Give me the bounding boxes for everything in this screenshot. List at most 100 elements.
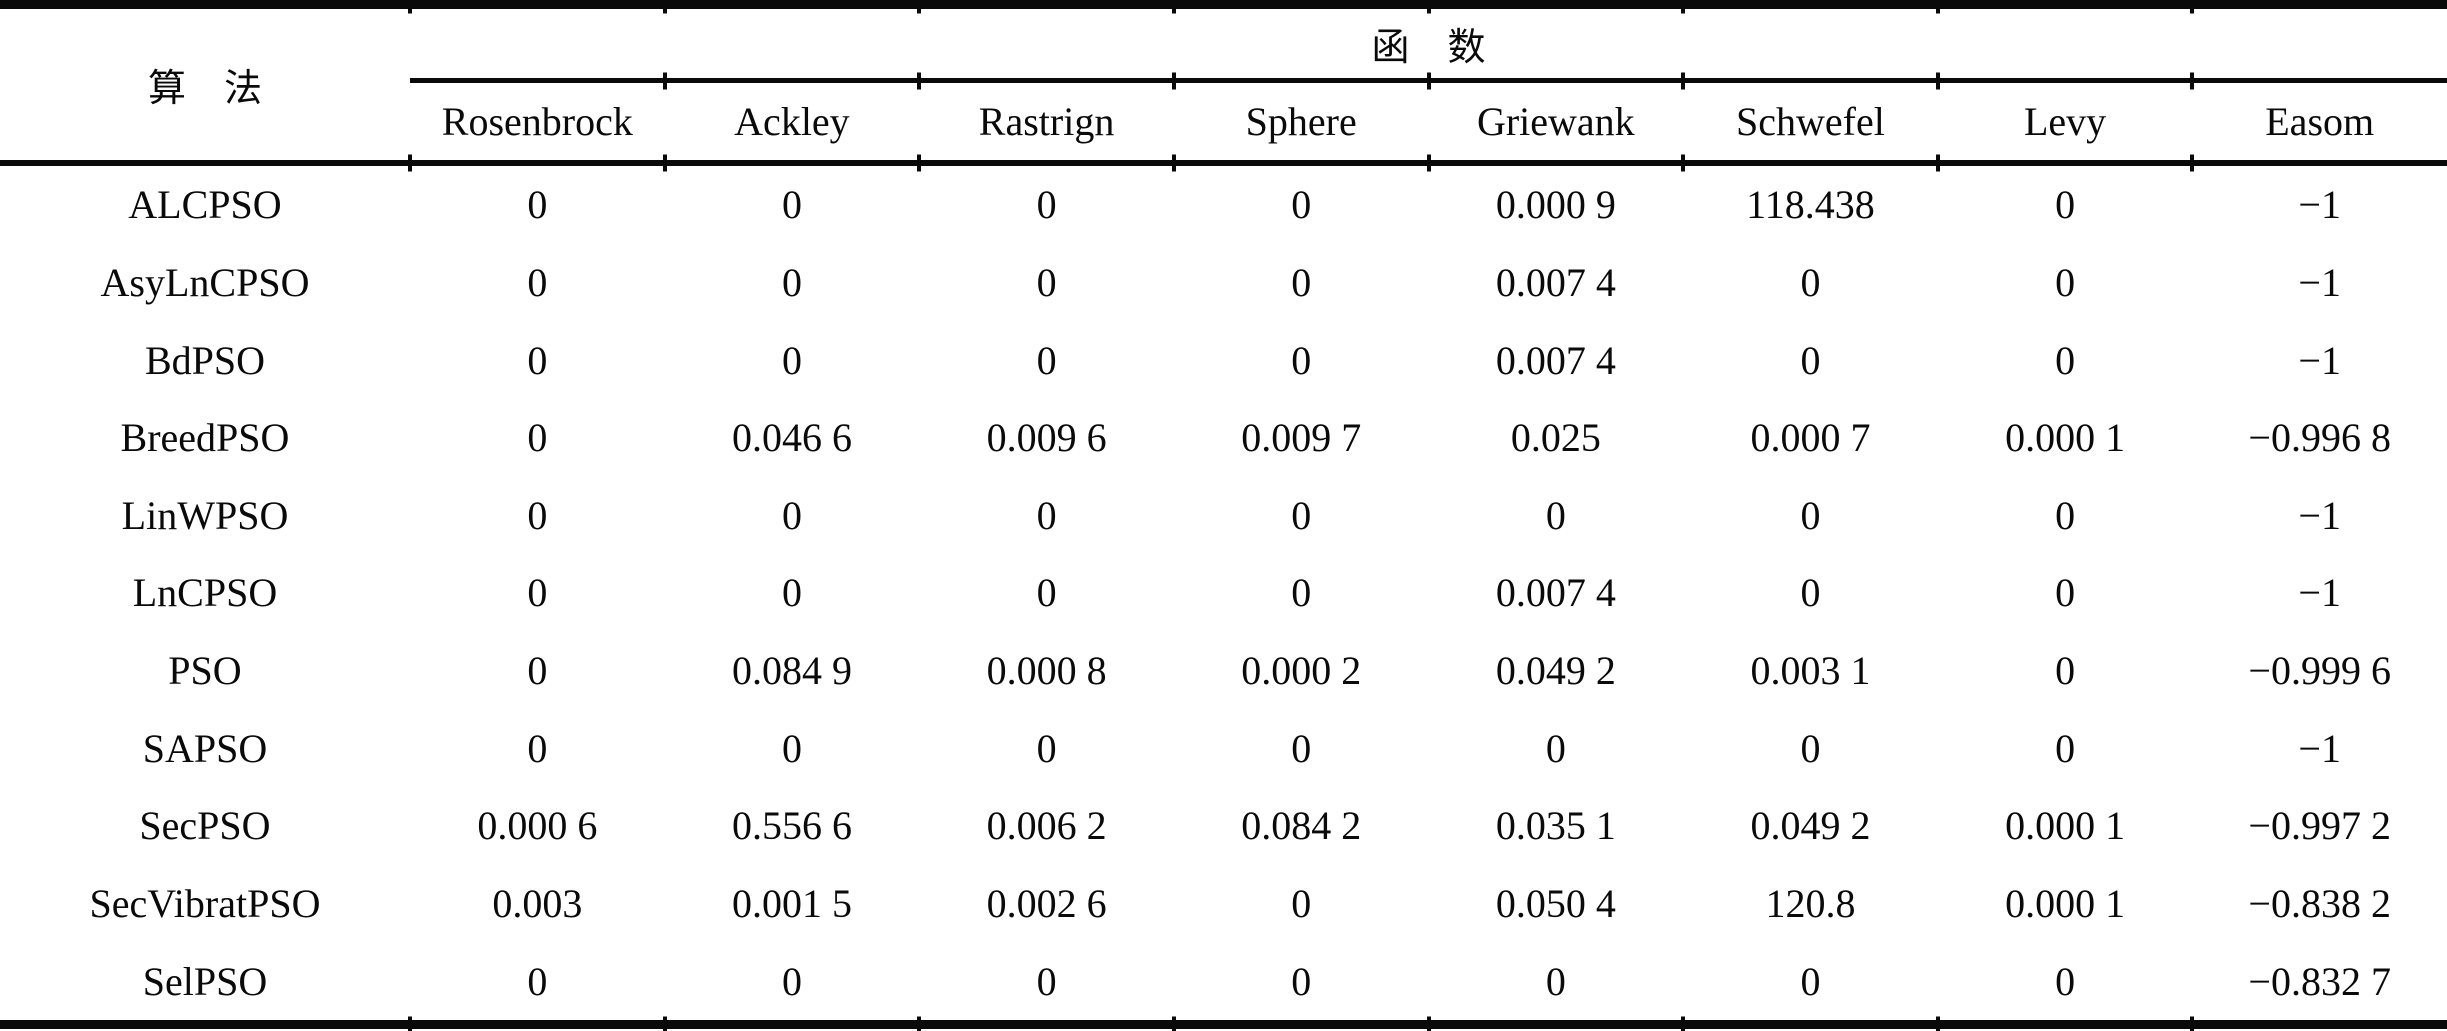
value-cell: 0 xyxy=(1800,725,1821,771)
value-cell: −1 xyxy=(2298,725,2341,771)
value-cell: −0.832 7 xyxy=(2248,958,2391,1004)
row-label: ALCPSO xyxy=(128,182,282,228)
column-boundary-tick xyxy=(2190,72,2195,89)
column-boundary-tick xyxy=(1681,154,1686,172)
value-cell: 0 xyxy=(2055,648,2076,694)
row-label: SecVibratPSO xyxy=(89,881,321,927)
column-boundary-tick xyxy=(1935,72,1940,89)
value-cell: 120.8 xyxy=(1765,881,1856,927)
value-cell: 0.009 6 xyxy=(986,415,1107,461)
value-cell: 0.006 2 xyxy=(986,803,1107,849)
column-boundary-tick xyxy=(917,0,922,13)
column-header: Griewank xyxy=(1476,99,1635,144)
table-row: SecVibratPSO 0.003 0.001 5 0.002 6 0 0.050 4… xyxy=(0,865,2447,943)
value-cell: 0.000 8 xyxy=(986,648,1107,694)
column-boundary-tick xyxy=(408,1016,412,1031)
function-group-label: 函 数 xyxy=(1371,27,1486,69)
row-label: SAPSO xyxy=(142,725,268,771)
table-row: LnCPSO 0 0 0 0 0.007 4 0 0 −1 xyxy=(0,554,2447,632)
value-cell: 0 xyxy=(781,570,802,616)
table-row: PSO 0 0.084 9 0.000 8 0.000 2 0.049 2 0.003 1… xyxy=(0,632,2447,710)
column-boundary-tick xyxy=(1681,1016,1686,1031)
table-row: AsyLnCPSO 0 0 0 0 0.007 4 0 0 −1 xyxy=(0,244,2447,322)
value-cell: −1 xyxy=(2298,182,2341,228)
table-row: BdPSO 0 0 0 0 0.007 4 0 0 −1 xyxy=(0,321,2447,399)
value-cell: 0 xyxy=(781,958,802,1004)
value-cell: 0 xyxy=(1800,259,1821,305)
value-cell: 0 xyxy=(781,492,802,538)
value-cell: 0.003 1 xyxy=(1750,648,1871,694)
table-row: LinWPSO 0 0 0 0 0 0 0 −1 xyxy=(0,477,2447,555)
value-cell: −0.838 2 xyxy=(2248,881,2391,927)
value-cell: 0 xyxy=(1036,725,1057,771)
column-boundary-tick xyxy=(2190,1016,2195,1031)
column-boundary-tick xyxy=(1935,154,1940,172)
value-cell: 0 xyxy=(1291,958,1312,1004)
row-label: AsyLnCPSO xyxy=(100,259,310,305)
value-cell: 0 xyxy=(1800,570,1821,616)
header-rule xyxy=(0,160,2447,166)
value-cell: 0 xyxy=(1800,958,1821,1004)
column-boundary-tick xyxy=(1171,0,1176,13)
value-cell: 0.009 7 xyxy=(1241,415,1362,461)
column-boundary-tick xyxy=(1171,1016,1176,1031)
column-header-row: Rosenbrock Ackley Rastrign Sphere Griewank Sc… xyxy=(410,83,2447,160)
value-cell: 0.000 6 xyxy=(477,803,598,849)
value-cell: 0.025 xyxy=(1510,415,1601,461)
value-cell: 0.050 4 xyxy=(1495,881,1616,927)
column-header: Levy xyxy=(2023,99,2107,144)
table-row: SAPSO 0 0 0 0 0 0 0 −1 xyxy=(0,709,2447,787)
value-cell: 0 xyxy=(1800,492,1821,538)
value-cell: 0 xyxy=(1036,337,1057,383)
function-group-header-cell: 函 数 xyxy=(410,9,2447,78)
column-boundary-tick xyxy=(1426,72,1431,89)
value-cell: 0 xyxy=(1036,182,1057,228)
value-cell: −1 xyxy=(2298,259,2341,305)
value-cell: 0.003 xyxy=(492,881,583,927)
value-cell: 0.084 2 xyxy=(1241,803,1362,849)
value-cell: 0 xyxy=(1800,337,1821,383)
value-cell: 0 xyxy=(1545,725,1566,771)
row-label: BreedPSO xyxy=(120,415,290,461)
value-cell: 0.000 9 xyxy=(1495,182,1616,228)
row-label: PSO xyxy=(168,648,242,694)
table-row: SecPSO 0.000 6 0.556 6 0.006 2 0.084 2 0.035… xyxy=(0,787,2447,865)
value-cell: 0 xyxy=(1291,570,1312,616)
value-cell: 0.000 1 xyxy=(2005,881,2126,927)
value-cell: 0 xyxy=(1036,570,1057,616)
column-boundary-tick xyxy=(2190,0,2195,13)
column-boundary-tick xyxy=(1681,72,1686,89)
value-cell: 0 xyxy=(781,337,802,383)
value-cell: 0.084 9 xyxy=(731,648,852,694)
value-cell: 0 xyxy=(527,259,548,305)
column-boundary-tick xyxy=(662,0,667,13)
value-cell: 0 xyxy=(527,725,548,771)
column-header: Rosenbrock xyxy=(441,99,633,144)
column-boundary-tick xyxy=(2190,154,2195,172)
algorithm-header-cell: 算 法 xyxy=(0,9,410,160)
column-boundary-tick xyxy=(1171,154,1176,172)
column-boundary-tick xyxy=(917,1016,922,1031)
table-row: SelPSO 0 0 0 0 0 0 0 −0.832 7 xyxy=(0,942,2447,1020)
value-cell: 0 xyxy=(527,492,548,538)
algorithm-header-label: 算 法 xyxy=(147,68,262,110)
column-boundary-tick xyxy=(1426,1016,1431,1031)
value-cell: 0.007 4 xyxy=(1495,259,1616,305)
value-cell: 0 xyxy=(2055,725,2076,771)
value-cell: 0 xyxy=(2055,492,2076,538)
value-cell: 0 xyxy=(1291,492,1312,538)
value-cell: 0 xyxy=(1036,958,1057,1004)
column-boundary-tick xyxy=(408,0,412,13)
value-cell: 0 xyxy=(2055,182,2076,228)
row-label: SelPSO xyxy=(142,958,268,1004)
value-cell: 0 xyxy=(527,337,548,383)
column-header: Schwefel xyxy=(1736,99,1885,144)
value-cell: 0.007 4 xyxy=(1495,570,1616,616)
column-boundary-tick xyxy=(1935,1016,1940,1031)
value-cell: 0 xyxy=(1545,958,1566,1004)
row-label: BdPSO xyxy=(144,337,266,383)
top-rule xyxy=(0,0,2447,9)
row-label: LinWPSO xyxy=(121,492,289,538)
column-boundary-tick xyxy=(408,154,412,172)
